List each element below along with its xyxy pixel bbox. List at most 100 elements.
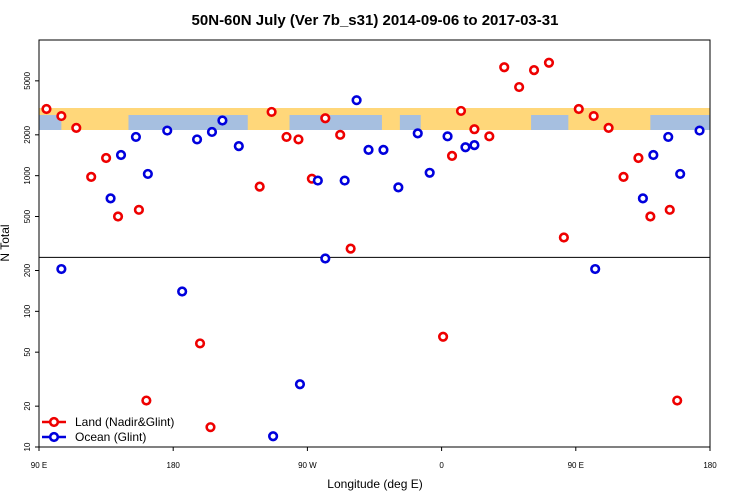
y-tick-label: 10 <box>23 442 32 451</box>
land-point <box>543 57 555 68</box>
land-point <box>345 243 356 254</box>
land-point <box>335 129 346 140</box>
ocean-point <box>233 141 244 152</box>
y-tick-label: 100 <box>23 304 32 318</box>
x-tick-label: 180 <box>703 461 717 470</box>
x-tick-label: 180 <box>167 461 181 470</box>
legend: Land (Nadir&Glint) Ocean (Glint) <box>42 415 174 444</box>
ocean-point <box>339 175 350 186</box>
land-point <box>469 124 480 135</box>
map-band-ocean-region <box>289 115 382 130</box>
land-point <box>86 171 97 182</box>
land-point <box>112 211 124 222</box>
land-point <box>266 106 277 118</box>
land-point <box>56 110 67 122</box>
land-point <box>205 422 216 433</box>
land-point <box>664 204 675 215</box>
ocean-point <box>424 167 435 178</box>
ocean-point <box>312 175 323 186</box>
y-tick-label: 500 <box>23 209 32 223</box>
ocean-point <box>460 142 471 153</box>
ocean-point <box>637 193 649 204</box>
land-point <box>100 152 112 164</box>
y-axis-label: N Total <box>0 224 12 261</box>
ocean-point <box>694 125 705 136</box>
chart-title: 50N-60N July (Ver 7b_s31) 2014-09-06 to … <box>192 12 559 29</box>
map-band-ocean-region <box>531 115 569 130</box>
ocean-point <box>191 134 203 145</box>
land-point <box>446 150 458 161</box>
ocean-point <box>412 128 423 139</box>
land-point <box>672 395 683 406</box>
land-point <box>455 105 467 117</box>
map-band <box>39 108 710 130</box>
ocean-point <box>294 379 306 390</box>
ocean-point <box>115 149 127 161</box>
ocean-point <box>351 95 362 106</box>
series-land <box>41 57 683 433</box>
ocean-point <box>648 149 659 161</box>
land-point <box>41 103 52 115</box>
x-tick-label: 0 <box>439 461 444 470</box>
y-tick-label: 2000 <box>23 125 32 143</box>
land-point <box>141 395 152 406</box>
map-band-ocean-region <box>128 115 248 130</box>
land-point <box>71 122 82 133</box>
ocean-point <box>393 182 404 193</box>
land-point <box>484 131 495 142</box>
legend-ocean-label: Ocean (Glint) <box>75 430 146 444</box>
ocean-point <box>142 168 153 180</box>
ocean-point <box>442 131 453 142</box>
land-point <box>528 64 540 76</box>
ocean-point <box>162 125 173 136</box>
ocean-point <box>268 431 279 442</box>
legend-land-label: Land (Nadir&Glint) <box>75 415 174 429</box>
land-point <box>133 204 145 215</box>
ocean-point <box>217 115 228 126</box>
ocean-point <box>363 144 374 155</box>
land-point <box>514 81 525 93</box>
land-point <box>437 331 449 342</box>
land-point <box>194 338 206 349</box>
ocean-point <box>469 139 480 151</box>
map-band-ocean-region <box>650 115 710 130</box>
ocean-point <box>663 131 674 143</box>
ocean-point <box>56 263 67 275</box>
land-point <box>603 122 614 133</box>
ocean-point <box>675 168 686 180</box>
y-axis: 10 20 50 100 200 500 1000 2000 5000 <box>23 71 39 451</box>
land-point <box>588 110 599 122</box>
plot-frame <box>38 39 711 448</box>
legend-land-marker <box>48 416 60 428</box>
map-band-ocean-region <box>39 115 62 130</box>
ocean-point <box>206 126 218 138</box>
map-band-ocean-region <box>399 115 421 130</box>
ocean-point <box>378 144 389 155</box>
x-tick-label: 90 E <box>31 461 47 470</box>
land-point <box>281 131 292 143</box>
ocean-point <box>590 263 601 275</box>
ocean-point <box>105 193 116 204</box>
y-tick-label: 1000 <box>23 166 32 184</box>
land-point <box>645 211 656 222</box>
legend-ocean-marker <box>48 431 60 443</box>
x-tick-label: 90 E <box>568 461 584 470</box>
land-point <box>558 232 569 243</box>
land-point <box>293 134 304 145</box>
y-tick-label: 5000 <box>23 71 32 89</box>
x-tick-label: 90 W <box>298 461 317 470</box>
ocean-point <box>130 131 142 143</box>
y-tick-label: 20 <box>23 401 32 410</box>
land-point <box>618 171 629 182</box>
land-point <box>633 152 644 164</box>
y-tick-label: 200 <box>23 263 32 277</box>
land-point <box>254 181 265 192</box>
ocean-point <box>320 253 331 264</box>
series-ocean <box>56 95 705 442</box>
x-axis-label: Longitude (deg E) <box>327 477 422 491</box>
land-point <box>499 62 510 73</box>
x-axis: 90 E 180 90 W 0 90 E 180 <box>31 447 717 470</box>
y-tick-label: 50 <box>23 347 32 356</box>
land-point <box>573 103 584 115</box>
